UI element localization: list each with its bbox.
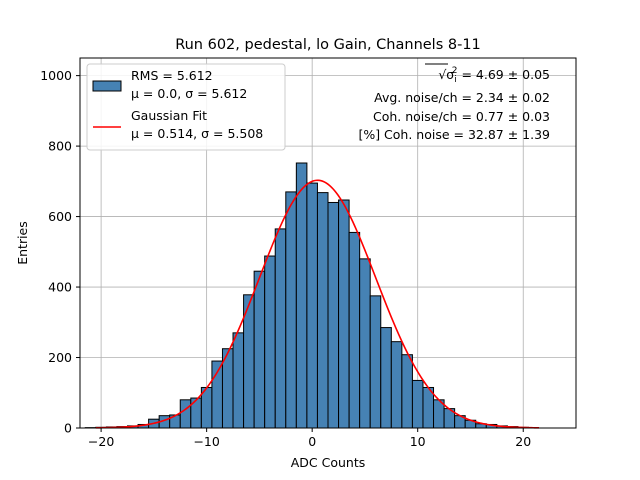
histogram-bar [422, 386, 435, 429]
histogram-bar [369, 295, 382, 429]
annotation-coh-noise: Coh. noise/ch = 0.77 ± 0.03 [373, 109, 550, 124]
x-axis-label: ADC Counts [291, 455, 366, 470]
sqrt-sigma-symbol: √σ [438, 67, 454, 82]
histogram-bar [264, 255, 276, 429]
histogram-bar [348, 231, 361, 429]
histogram-bar [411, 379, 424, 429]
annotation-coh-noise-percent: [%] Coh. noise = 32.87 ± 1.39 [358, 127, 550, 142]
x-tick-label: −20 [88, 434, 114, 449]
legend: RMS = 5.612 μ = 0.0, σ = 5.612 Gaussian … [86, 63, 286, 151]
y-tick-label: 0 [64, 421, 72, 436]
total-noise-value: = 4.69 ± 0.05 [457, 67, 550, 82]
y-tick-label: 1000 [40, 68, 72, 83]
x-tick-label: 0 [308, 434, 316, 449]
histogram-bar [390, 341, 403, 429]
legend-histogram-stats: μ = 0.0, σ = 5.612 [131, 86, 247, 101]
histogram-bar [232, 332, 245, 429]
chart-title: Run 602, pedestal, lo Gain, Channels 8-1… [175, 37, 481, 53]
histogram-bar [316, 192, 329, 429]
legend-histogram-label: RMS = 5.612 [131, 68, 213, 83]
histogram-bar [338, 199, 350, 429]
annotation-avg-noise: Avg. noise/ch = 2.34 ± 0.02 [374, 90, 550, 105]
legend-fit-stats: μ = 0.514, σ = 5.508 [131, 126, 263, 141]
histogram-bar [359, 258, 371, 429]
legend-box [86, 63, 286, 151]
y-tick-label: 400 [48, 280, 72, 295]
y-axis-ticks: 0 200 400 600 800 1000 [40, 68, 80, 436]
sigma-subscript: i [454, 75, 457, 85]
noise-annotations: √σi2 = 4.69 ± 0.05 Avg. noise/ch = 2.34 … [358, 63, 550, 142]
x-tick-label: −10 [193, 434, 219, 449]
histogram-bar [380, 327, 392, 429]
y-axis-label: Entries [15, 221, 30, 265]
x-tick-label: 10 [410, 434, 426, 449]
histogram-bar [327, 201, 340, 429]
y-tick-label: 800 [48, 139, 72, 154]
histogram-bar [179, 399, 192, 429]
histogram-bar [295, 162, 308, 429]
histogram-bar [401, 354, 413, 429]
sigma-superscript: 2 [452, 66, 458, 76]
y-tick-label: 600 [48, 209, 72, 224]
gaussian-fit-curve [95, 179, 540, 429]
x-axis-ticks: −20 −10 0 10 20 [88, 428, 531, 449]
histogram-bars [84, 162, 530, 429]
histogram-bar [190, 397, 202, 429]
histogram-bar [274, 228, 287, 429]
legend-fit-label: Gaussian Fit [131, 108, 207, 123]
legend-histogram-swatch [92, 80, 122, 92]
x-tick-label: 20 [515, 434, 531, 449]
plot-frame [79, 57, 577, 429]
histogram-bar [285, 191, 297, 429]
histogram-bar [306, 182, 318, 429]
y-tick-label: 200 [48, 350, 72, 365]
histogram-bar [253, 270, 266, 429]
annotation-total-noise: √σi2 = 4.69 ± 0.05 [438, 66, 550, 85]
